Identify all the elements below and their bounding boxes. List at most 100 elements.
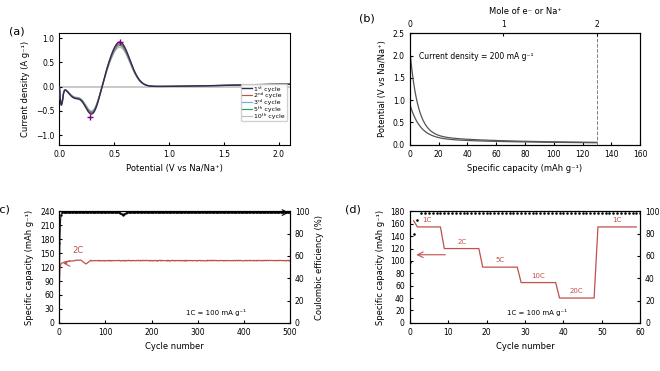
5ᵗʰ cycle <box>69 95 77 99</box>
Point <box>246 209 257 215</box>
Point <box>164 209 174 215</box>
Point <box>601 210 611 216</box>
Y-axis label: Specific capacity (mAh g⁻¹): Specific capacity (mAh g⁻¹) <box>26 210 34 325</box>
3ʳᵈ cycle <box>196 84 204 88</box>
Point <box>223 209 234 215</box>
Point <box>218 209 229 215</box>
Point <box>519 210 530 216</box>
Point <box>581 210 592 216</box>
Point <box>117 212 128 218</box>
5ᵗʰ cycle <box>231 83 239 87</box>
Point <box>405 259 415 265</box>
Point <box>202 209 213 215</box>
Point <box>585 210 595 216</box>
Point <box>493 210 504 216</box>
Point <box>73 209 84 215</box>
Point <box>79 209 90 215</box>
Point <box>92 209 102 215</box>
Point <box>284 209 294 215</box>
Point <box>620 210 630 216</box>
Point <box>155 209 166 215</box>
Point <box>185 209 196 215</box>
Point <box>140 209 150 215</box>
Point <box>87 209 98 215</box>
Point <box>462 210 473 216</box>
Text: 2C: 2C <box>457 239 466 245</box>
Point <box>82 209 92 215</box>
3ʳᵈ cycle <box>55 84 63 89</box>
2ⁿᵈ cycle <box>55 84 63 89</box>
Point <box>244 209 254 215</box>
Point <box>125 209 135 215</box>
10ᵗʰ cycle <box>190 84 198 88</box>
Point <box>281 209 292 215</box>
Point <box>145 209 156 215</box>
Point <box>261 209 272 215</box>
Point <box>143 209 153 215</box>
Text: 1C: 1C <box>422 217 432 223</box>
Point <box>88 209 99 215</box>
Point <box>280 209 290 215</box>
Point <box>531 210 542 216</box>
Legend: 1ˢᵗ cycle, 2ⁿᵈ cycle, 3ʳᵈ cycle, 5ᵗʰ cycle, 10ᵗʰ cycle: 1ˢᵗ cycle, 2ⁿᵈ cycle, 3ʳᵈ cycle, 5ᵗʰ cyc… <box>240 83 286 121</box>
Point <box>420 210 430 216</box>
Point <box>255 209 265 215</box>
Point <box>160 209 171 215</box>
2ⁿᵈ cycle <box>69 95 77 100</box>
Point <box>443 210 453 216</box>
Point <box>158 209 168 215</box>
Point <box>216 209 226 215</box>
5ᵗʰ cycle <box>286 82 294 87</box>
1ˢᵗ cycle <box>115 40 123 44</box>
5ᵗʰ cycle <box>115 43 123 48</box>
2ⁿᵈ cycle <box>203 83 211 88</box>
Point <box>512 210 523 216</box>
Point <box>90 209 100 215</box>
Point <box>115 210 125 216</box>
Text: 1C = 100 mA g⁻¹: 1C = 100 mA g⁻¹ <box>186 309 246 316</box>
Point <box>227 209 238 215</box>
Point <box>86 209 96 215</box>
Point <box>489 210 500 216</box>
Point <box>106 209 116 215</box>
Point <box>416 210 426 216</box>
5ᵗʰ cycle <box>55 84 63 89</box>
1ˢᵗ cycle <box>196 83 204 88</box>
Point <box>631 210 642 216</box>
Point <box>270 209 280 215</box>
Point <box>191 209 201 215</box>
Point <box>144 209 154 215</box>
1ˢᵗ cycle <box>255 82 263 87</box>
Point <box>61 209 71 215</box>
Point <box>72 209 82 215</box>
Point <box>269 209 279 215</box>
2ⁿᵈ cycle <box>190 84 198 88</box>
Point <box>83 209 94 215</box>
1ˢᵗ cycle <box>190 84 198 88</box>
Point <box>624 210 634 216</box>
1ˢᵗ cycle <box>69 96 77 100</box>
10ᵗʰ cycle <box>55 84 63 89</box>
Point <box>274 209 284 215</box>
Point <box>228 209 239 215</box>
Point <box>173 209 183 215</box>
Point <box>130 209 141 215</box>
Point <box>100 209 110 215</box>
Line: 5ᵗʰ cycle: 5ᵗʰ cycle <box>59 46 290 112</box>
Point <box>235 209 246 215</box>
Text: Current density = 200 mA g⁻¹: Current density = 200 mA g⁻¹ <box>419 52 533 61</box>
Text: 1C = 100 mA g⁻¹: 1C = 100 mA g⁻¹ <box>506 309 566 316</box>
Point <box>97 209 108 215</box>
5ᵗʰ cycle <box>88 109 96 114</box>
Point <box>154 209 164 215</box>
Point <box>114 209 124 215</box>
Point <box>428 210 438 216</box>
Point <box>102 209 113 215</box>
Point <box>110 209 120 215</box>
Point <box>58 209 69 215</box>
Point <box>203 209 214 215</box>
5ᵗʰ cycle <box>255 82 263 87</box>
Point <box>231 209 242 215</box>
Text: 2C: 2C <box>73 246 83 255</box>
Point <box>627 210 638 216</box>
